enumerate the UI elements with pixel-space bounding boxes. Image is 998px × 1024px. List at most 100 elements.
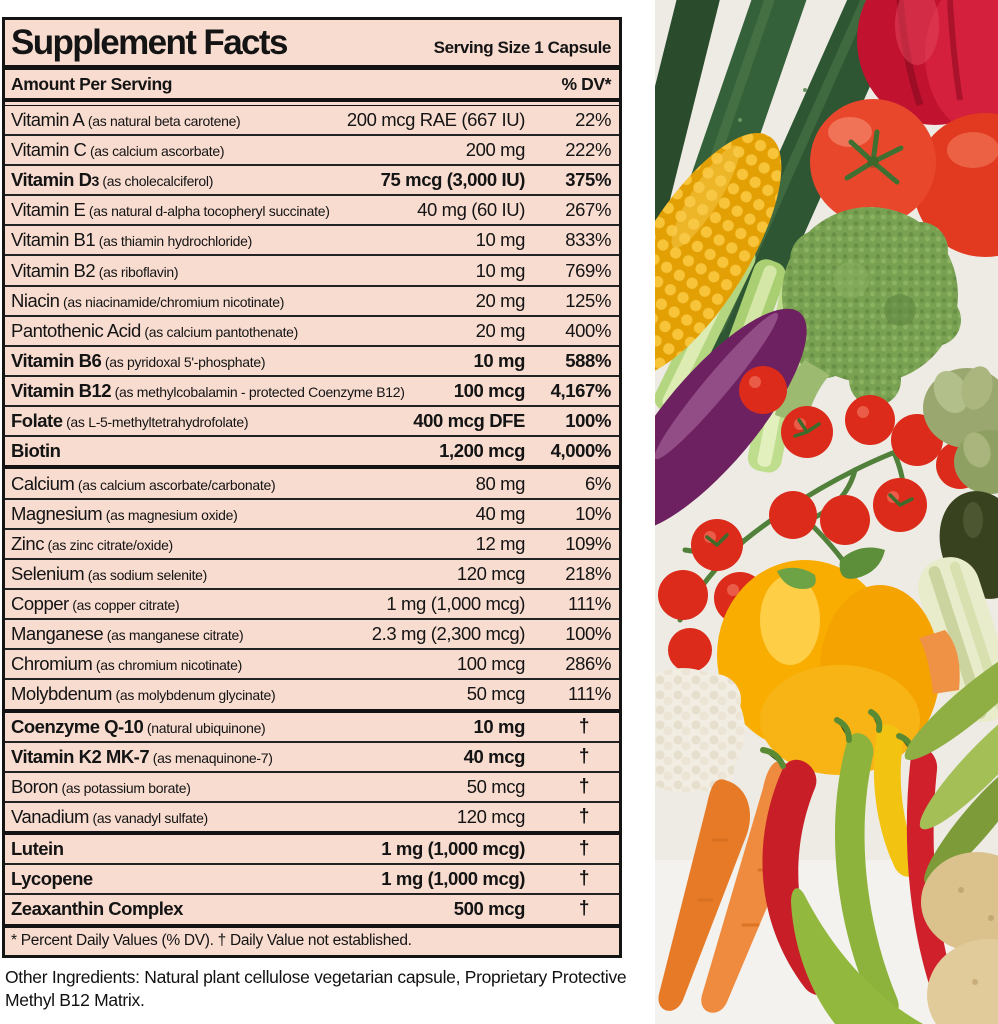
dv-percent: 6% bbox=[585, 472, 611, 494]
table-row: Vitamin B12 (as methylcobalamin - protec… bbox=[5, 375, 619, 405]
nutrient-source-note: (as natural d-alpha tocopheryl succinate… bbox=[85, 203, 330, 220]
nutrient-name: Vitamin A (as natural beta carotene) bbox=[11, 108, 241, 130]
dv-dagger: † bbox=[578, 868, 590, 890]
table-row: Biotin 1,200 mcg 4,000% bbox=[5, 435, 619, 465]
table-row: Vitamin D3 (as cholecalciferol) 75 mcg (3… bbox=[5, 164, 619, 194]
nutrient-amount: 200 mcg RAE (667 IU) bbox=[346, 108, 526, 130]
dv-percent: 286% bbox=[565, 653, 611, 675]
dv-percent: 4,000% bbox=[550, 440, 612, 462]
nutrient-source-note: (as manganese citrate) bbox=[103, 627, 244, 644]
nutrient-source-note: (as vanadyl sulfate) bbox=[88, 810, 209, 827]
nutrient-source-note: (as thiamin hydrochloride) bbox=[95, 233, 253, 250]
nutrient-name: Zeaxanthin Complex bbox=[11, 898, 183, 920]
cauliflower bbox=[655, 668, 745, 792]
table-row: Vitamin B2 (as riboflavin) 10 mg 769% bbox=[5, 254, 619, 284]
dv-dagger: † bbox=[578, 806, 590, 828]
nutrient-amount: 20 mg bbox=[475, 319, 526, 341]
nutrient-source-note: (as calcium ascorbate/carbonate) bbox=[74, 476, 276, 493]
nutrient-source-note: (as L-5-methyltetrahydrofolate) bbox=[62, 414, 249, 431]
table-row: Vanadium (as vanadyl sulfate) 120 mcg † bbox=[5, 800, 619, 831]
nutrient-name: Vitamin B1 (as thiamin hydrochloride) bbox=[11, 229, 252, 251]
nutrient-source-note: (as zinc citrate/oxide) bbox=[43, 536, 174, 553]
nutrient-amount: 40 mg (60 IU) bbox=[417, 199, 525, 221]
nutrient-name: Vitamin K2 MK-7 (as menaquinone-7) bbox=[11, 745, 273, 767]
supplement-facts-panel: Supplement Facts Serving Size 1 Capsule … bbox=[2, 17, 622, 958]
other-ingredients: Other Ingredients: Natural plant cellulo… bbox=[5, 967, 627, 1010]
dv-percent: 267% bbox=[565, 199, 611, 221]
dv-percent: 769% bbox=[565, 259, 611, 281]
table-row: Chromium (as chromium nicotinate) 100 mcg… bbox=[5, 648, 619, 678]
nutrient-name: Copper (as copper citrate) bbox=[11, 593, 180, 615]
nutrient-name: Lutein bbox=[11, 838, 64, 860]
vegetables-photo bbox=[655, 0, 998, 1024]
corn-cob bbox=[655, 133, 782, 377]
nutrient-amount: 1 mg (1,000 mcg) bbox=[381, 868, 525, 890]
nutrient-source-note: (as calcium pantothenate) bbox=[140, 323, 299, 340]
nutrient-name: Vitamin B6 (as pyridoxal 5'-phosphate) bbox=[11, 349, 266, 371]
nutrient-amount: 2.3 mg (2,300 mcg) bbox=[371, 623, 526, 645]
nutrient-source-note: (as potassium borate) bbox=[57, 779, 191, 796]
dv-dagger: † bbox=[578, 838, 590, 860]
nutrient-amount: 1,200 mcg bbox=[439, 440, 525, 462]
nutrient-source-note: (as methylcobalamin - protected Coenzyme… bbox=[111, 384, 405, 401]
divider bbox=[5, 64, 619, 70]
nutrient-name: Calcium (as calcium ascorbate/carbonate) bbox=[11, 472, 276, 494]
table-row: Copper (as copper citrate) 1 mg (1,000 mc… bbox=[5, 588, 619, 618]
nutrient-amount: 50 mcg bbox=[466, 775, 526, 797]
table-row: Zinc (as zinc citrate/oxide) 12 mg 109% bbox=[5, 527, 619, 558]
nutrient-source-note: (as natural beta carotene) bbox=[84, 112, 241, 129]
cherry-tomato-vine bbox=[658, 366, 984, 672]
nutrient-name: Vanadium (as vanadyl sulfate) bbox=[11, 806, 208, 828]
percent-dv-header: % DV* bbox=[561, 73, 611, 94]
nutrient-name: Molybdenum (as molybdenum glycinate) bbox=[11, 683, 276, 705]
nutrient-name: Niacin (as niacinamide/chromium nicotina… bbox=[11, 289, 285, 311]
nutrient-amount: 100 mcg bbox=[453, 380, 526, 402]
table-row: Folate (as L-5-methyltetrahydrofolate) 40… bbox=[5, 405, 619, 435]
nutrient-amount: 1 mg (1,000 mcg) bbox=[386, 593, 525, 615]
nutrient-amount: 10 mg bbox=[473, 715, 526, 737]
table-row: Niacin (as niacinamide/chromium nicotina… bbox=[5, 284, 619, 315]
nutrient-name: Lycopene bbox=[11, 868, 93, 890]
nutrient-source-note: (as menaquinone-7) bbox=[149, 749, 273, 766]
table-row: Pantothenic Acid (as calcium pantothenat… bbox=[5, 314, 619, 345]
table-row: Vitamin A (as natural beta carotene) 200 … bbox=[5, 106, 619, 134]
dv-percent: 588% bbox=[565, 349, 611, 371]
nutrient-amount: 10 mg bbox=[475, 259, 526, 281]
table-row: Magnesium (as magnesium oxide) 40 mg 10% bbox=[5, 497, 619, 528]
serving-size: Serving Size 1 Capsule bbox=[433, 37, 612, 57]
nutrient-source-note: (as niacinamide/chromium nicotinate) bbox=[59, 293, 285, 310]
nutrient-amount: 120 mcg bbox=[456, 562, 526, 584]
dv-dagger: † bbox=[578, 745, 590, 767]
nutrient-amount: 500 mcg bbox=[453, 898, 526, 920]
tomatoes bbox=[810, 99, 998, 257]
dv-footnote: * Percent Daily Values (% DV). † Daily V… bbox=[11, 932, 412, 949]
nutrient-name: Zinc (as zinc citrate/oxide) bbox=[11, 532, 174, 554]
nutrient-amount: 75 mcg (3,000 IU) bbox=[380, 169, 526, 191]
dv-percent: 111% bbox=[568, 593, 611, 615]
dv-percent: 100% bbox=[565, 623, 611, 645]
nutrient-name: Vitamin E (as natural d-alpha tocopheryl… bbox=[11, 199, 330, 221]
dv-percent: 400% bbox=[565, 319, 611, 341]
nutrient-name: Vitamin B2 (as riboflavin) bbox=[11, 259, 179, 281]
nutrient-name: Manganese (as manganese citrate) bbox=[11, 623, 244, 645]
table-row: Coenzyme Q-10 (natural ubiquinone) 10 mg † bbox=[5, 708, 619, 741]
nutrient-source-note: (as cholecalciferol) bbox=[98, 173, 214, 190]
nutrient-name: Magnesium (as magnesium oxide) bbox=[11, 502, 238, 524]
dv-percent: 4,167% bbox=[550, 380, 612, 402]
panel-title: Supplement Facts bbox=[11, 23, 288, 62]
table-row: Vitamin B1 (as thiamin hydrochloride) 10 … bbox=[5, 224, 619, 254]
dv-percent: 218% bbox=[565, 562, 611, 584]
potatoes bbox=[921, 852, 998, 1024]
nutrient-source-note: (as chromium nicotinate) bbox=[92, 657, 242, 674]
dv-percent: 375% bbox=[565, 169, 611, 191]
red-bell-pepper bbox=[857, 0, 998, 135]
nutrient-amount: 12 mg bbox=[475, 532, 526, 554]
table-row: Boron (as potassium borate) 50 mcg † bbox=[5, 770, 619, 801]
title-row: Supplement Facts Serving Size 1 Capsule bbox=[5, 20, 619, 65]
artichokes bbox=[923, 366, 998, 494]
nutrient-source-note: (as riboflavin) bbox=[95, 263, 179, 280]
table-row: Vitamin B6 (as pyridoxal 5'-phosphate) 10… bbox=[5, 344, 619, 375]
divider bbox=[5, 97, 619, 106]
dv-dagger: † bbox=[578, 898, 590, 920]
nutrient-source-note: (as calcium ascorbate) bbox=[86, 142, 225, 159]
